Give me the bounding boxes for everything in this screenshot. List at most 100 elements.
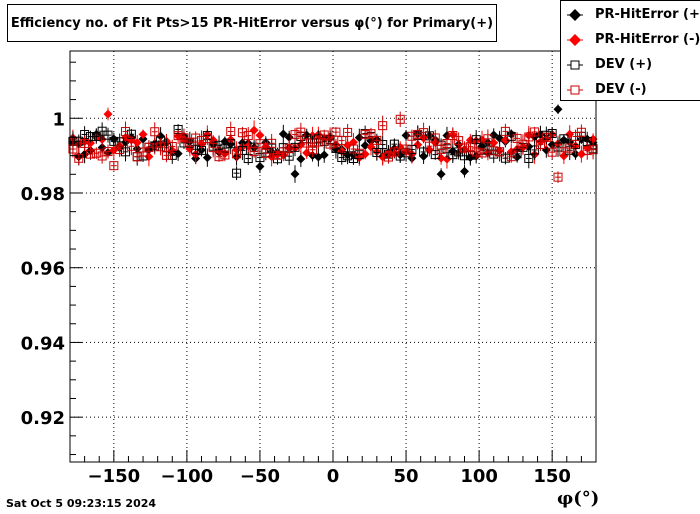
marker-square bbox=[167, 142, 177, 152]
data-point bbox=[366, 127, 376, 140]
data-point bbox=[103, 127, 113, 143]
data-point bbox=[138, 129, 148, 139]
marker-square bbox=[530, 145, 540, 155]
marker-square bbox=[424, 141, 434, 151]
marker-square bbox=[68, 144, 78, 154]
x-tick-label: 50 bbox=[394, 466, 419, 487]
marker-diamond bbox=[255, 130, 265, 140]
data-point bbox=[115, 141, 125, 158]
x-tick-label: −50 bbox=[240, 466, 280, 487]
data-point bbox=[74, 151, 84, 166]
data-point bbox=[109, 160, 119, 171]
data-point bbox=[278, 124, 288, 144]
marker-square bbox=[243, 131, 253, 141]
footer-timestamp: Sat Oct 5 09:23:15 2024 bbox=[6, 497, 157, 510]
legend-entry-dev-plus: DEV (+) bbox=[561, 53, 700, 77]
marker-square bbox=[109, 161, 119, 171]
marker-square bbox=[395, 114, 405, 124]
marker-diamond bbox=[255, 162, 265, 172]
marker-square bbox=[471, 135, 481, 145]
data-point bbox=[290, 127, 300, 142]
data-point bbox=[167, 139, 177, 154]
axes: −150 −100 −50 0 50 100 150 0.92 0.94 0.96 0.98 1 bbox=[21, 50, 597, 487]
y-tick-label: 0.92 bbox=[21, 408, 65, 429]
marker-diamond bbox=[138, 134, 148, 144]
marker-square bbox=[80, 138, 90, 148]
data-points bbox=[68, 104, 598, 183]
marker-diamond bbox=[249, 125, 259, 135]
marker-square bbox=[74, 153, 84, 163]
marker-square bbox=[354, 148, 364, 158]
marker-square bbox=[530, 127, 540, 137]
marker-square bbox=[214, 140, 224, 150]
data-point bbox=[436, 168, 446, 180]
data-point bbox=[442, 134, 452, 153]
marker-square bbox=[302, 138, 312, 148]
marker-square bbox=[226, 127, 236, 137]
marker-square bbox=[161, 150, 171, 160]
marker-square bbox=[337, 136, 347, 146]
marker-square bbox=[495, 147, 505, 157]
marker-square bbox=[465, 142, 475, 152]
marker-square bbox=[448, 130, 458, 140]
marker-square bbox=[249, 147, 259, 157]
marker-square bbox=[372, 135, 382, 145]
legend-marker-filled-diamond-red bbox=[567, 34, 583, 46]
marker-square bbox=[407, 131, 417, 141]
marker-square bbox=[173, 131, 183, 141]
data-point bbox=[313, 147, 323, 167]
data-point bbox=[530, 126, 540, 138]
plot-frame bbox=[69, 50, 597, 463]
data-point bbox=[378, 115, 388, 136]
data-point bbox=[325, 138, 335, 150]
data-point bbox=[208, 137, 218, 158]
data-point bbox=[448, 146, 458, 164]
data-point bbox=[588, 139, 598, 160]
marker-square bbox=[290, 130, 300, 140]
data-point bbox=[308, 142, 318, 158]
data-point bbox=[419, 146, 429, 158]
marker-square bbox=[442, 139, 452, 149]
data-point bbox=[419, 122, 429, 143]
data-point bbox=[512, 132, 522, 145]
marker-square bbox=[85, 149, 95, 159]
data-point bbox=[91, 129, 101, 144]
data-point bbox=[372, 135, 382, 145]
data-point bbox=[535, 137, 545, 152]
marker-diamond bbox=[319, 150, 329, 160]
marker-square bbox=[331, 127, 341, 137]
data-point bbox=[354, 147, 364, 160]
marker-square bbox=[512, 133, 522, 143]
marker-square bbox=[419, 128, 429, 138]
marker-square bbox=[547, 147, 557, 157]
data-point bbox=[576, 124, 586, 141]
legend-label: DEV (+) bbox=[595, 57, 653, 72]
data-point bbox=[156, 138, 166, 156]
marker-square bbox=[360, 129, 370, 139]
marker-square bbox=[91, 132, 101, 142]
marker-diamond bbox=[202, 153, 212, 163]
marker-square bbox=[372, 147, 382, 157]
chart-title-text: Efficiency no. of Fit Pts>15 PR-HitError… bbox=[10, 15, 494, 31]
data-point bbox=[477, 148, 487, 158]
marker-square bbox=[413, 129, 423, 139]
data-point bbox=[296, 122, 306, 142]
data-point bbox=[565, 138, 575, 158]
data-point bbox=[582, 141, 592, 160]
data-point bbox=[214, 151, 224, 162]
marker-square bbox=[208, 143, 218, 153]
data-point bbox=[530, 139, 540, 160]
marker-square bbox=[237, 128, 247, 138]
chart-title: Efficiency no. of Fit Pts>15 PR-HitError… bbox=[7, 4, 497, 42]
x-tick-label: 150 bbox=[533, 466, 571, 487]
legend-entry-pr-minus: PR-HitError (-) bbox=[561, 28, 700, 52]
marker-square bbox=[156, 142, 166, 152]
marker-square bbox=[202, 134, 212, 144]
data-point bbox=[460, 165, 469, 178]
data-point bbox=[524, 128, 534, 146]
data-point bbox=[500, 152, 510, 165]
legend-label: PR-HitError (+) bbox=[595, 7, 700, 22]
x-axis-title: φ(°) bbox=[557, 488, 600, 509]
marker-square bbox=[582, 146, 592, 156]
data-point bbox=[430, 129, 440, 147]
